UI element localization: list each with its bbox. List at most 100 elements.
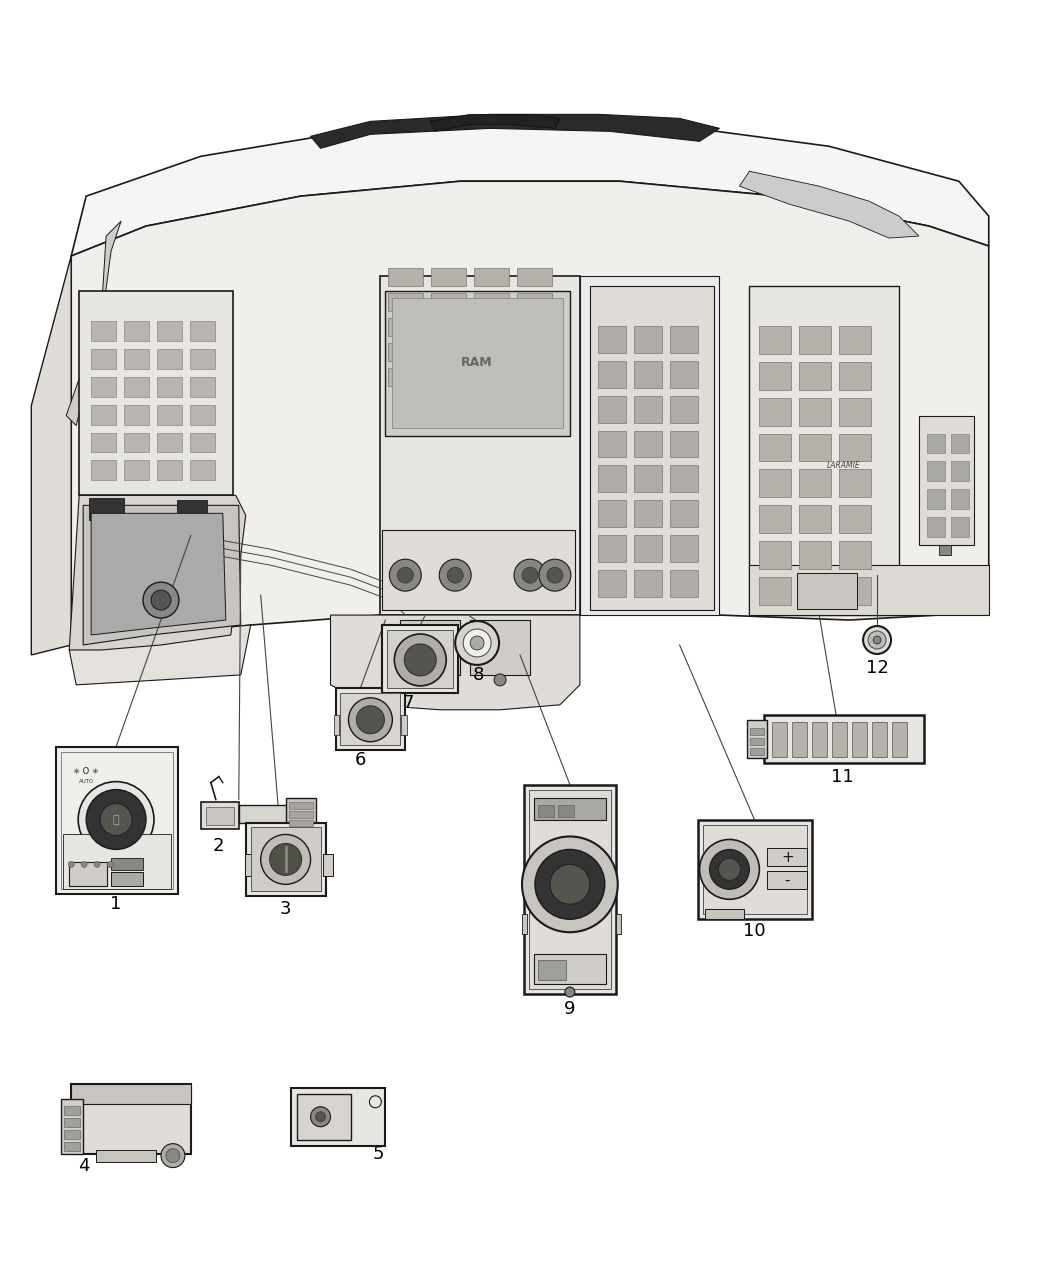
Circle shape (447, 567, 463, 583)
Polygon shape (69, 625, 251, 685)
Bar (291, 1088, 385, 1146)
Bar (432, 367, 466, 385)
Bar (91, 404, 117, 425)
Text: 11: 11 (831, 768, 854, 785)
Circle shape (534, 849, 605, 919)
Bar (61, 1099, 83, 1154)
Bar (768, 871, 807, 890)
Bar (751, 728, 764, 734)
Bar (839, 326, 872, 353)
Bar (764, 715, 924, 762)
Bar (158, 460, 182, 481)
Bar (799, 434, 832, 462)
Bar (759, 434, 792, 462)
Bar (158, 376, 182, 397)
Polygon shape (66, 221, 121, 426)
Bar (432, 317, 466, 335)
Bar (64, 1105, 80, 1114)
Bar (670, 465, 697, 492)
Text: 2: 2 (213, 838, 225, 856)
Bar (634, 326, 662, 353)
Bar (64, 1118, 80, 1127)
Text: 🅿: 🅿 (112, 815, 120, 825)
Polygon shape (311, 115, 719, 148)
Bar (388, 343, 423, 361)
Bar (475, 367, 509, 385)
Bar (289, 811, 313, 817)
Text: 3: 3 (280, 900, 292, 918)
Bar (702, 825, 807, 914)
Bar (615, 914, 621, 935)
Bar (750, 565, 989, 615)
Polygon shape (590, 286, 714, 609)
Bar (759, 542, 792, 569)
Bar (538, 960, 566, 980)
Bar (289, 820, 313, 826)
Bar (158, 404, 182, 425)
Text: 8: 8 (472, 666, 484, 683)
Bar (475, 343, 509, 361)
Bar (597, 536, 626, 562)
Polygon shape (380, 275, 580, 615)
Bar (69, 862, 107, 886)
Bar (57, 747, 177, 894)
Bar (517, 317, 552, 335)
Text: 1: 1 (110, 895, 122, 913)
Bar (839, 469, 872, 497)
Bar (124, 460, 149, 481)
Bar (296, 1094, 352, 1140)
Bar (670, 500, 697, 528)
Circle shape (349, 697, 393, 742)
Bar (839, 542, 872, 569)
Bar (751, 747, 764, 755)
Bar (558, 805, 574, 816)
Bar (799, 505, 832, 533)
Bar (388, 293, 423, 311)
Circle shape (166, 1149, 180, 1163)
Bar (670, 395, 697, 422)
Bar (71, 1084, 191, 1104)
Circle shape (397, 567, 414, 583)
Polygon shape (739, 171, 919, 238)
Text: ✳ O ✳: ✳ O ✳ (74, 768, 99, 776)
Bar (334, 715, 339, 734)
Bar (839, 505, 872, 533)
Bar (91, 376, 117, 397)
Bar (759, 398, 792, 426)
Bar (190, 432, 215, 453)
Circle shape (143, 583, 178, 618)
Bar (759, 505, 792, 533)
Bar (393, 298, 563, 427)
Bar (534, 954, 606, 984)
Bar (97, 1150, 156, 1162)
Bar (64, 1141, 80, 1150)
Circle shape (874, 636, 881, 644)
Circle shape (718, 858, 740, 880)
Bar (759, 362, 792, 390)
Bar (927, 434, 945, 454)
Bar (524, 784, 615, 994)
Bar (634, 465, 662, 492)
Circle shape (547, 567, 563, 583)
Polygon shape (71, 181, 989, 645)
Bar (238, 805, 289, 822)
Circle shape (107, 862, 113, 867)
Circle shape (456, 621, 499, 666)
Bar (158, 349, 182, 368)
Bar (748, 720, 768, 757)
Bar (517, 268, 552, 286)
Bar (322, 854, 333, 876)
Bar (799, 398, 832, 426)
Circle shape (86, 789, 146, 849)
Bar (951, 462, 969, 482)
Circle shape (514, 560, 546, 592)
Bar (799, 542, 832, 569)
Bar (839, 434, 872, 462)
Bar (927, 462, 945, 482)
Text: 9: 9 (564, 1000, 575, 1017)
Circle shape (463, 629, 491, 657)
Bar (839, 398, 872, 426)
Text: LARAMIE: LARAMIE (827, 462, 861, 470)
Circle shape (522, 567, 538, 583)
Bar (634, 361, 662, 388)
